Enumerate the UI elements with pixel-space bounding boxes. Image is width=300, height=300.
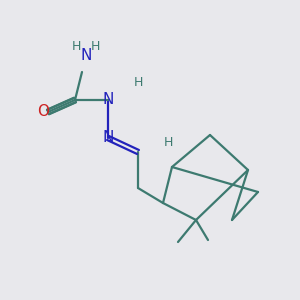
- Text: N: N: [102, 92, 114, 107]
- Text: N: N: [102, 130, 114, 146]
- Text: H: H: [163, 136, 173, 148]
- Text: O: O: [37, 103, 49, 118]
- Text: N: N: [80, 47, 92, 62]
- Text: H: H: [71, 40, 81, 53]
- Text: H: H: [90, 40, 100, 53]
- Text: H: H: [133, 76, 143, 88]
